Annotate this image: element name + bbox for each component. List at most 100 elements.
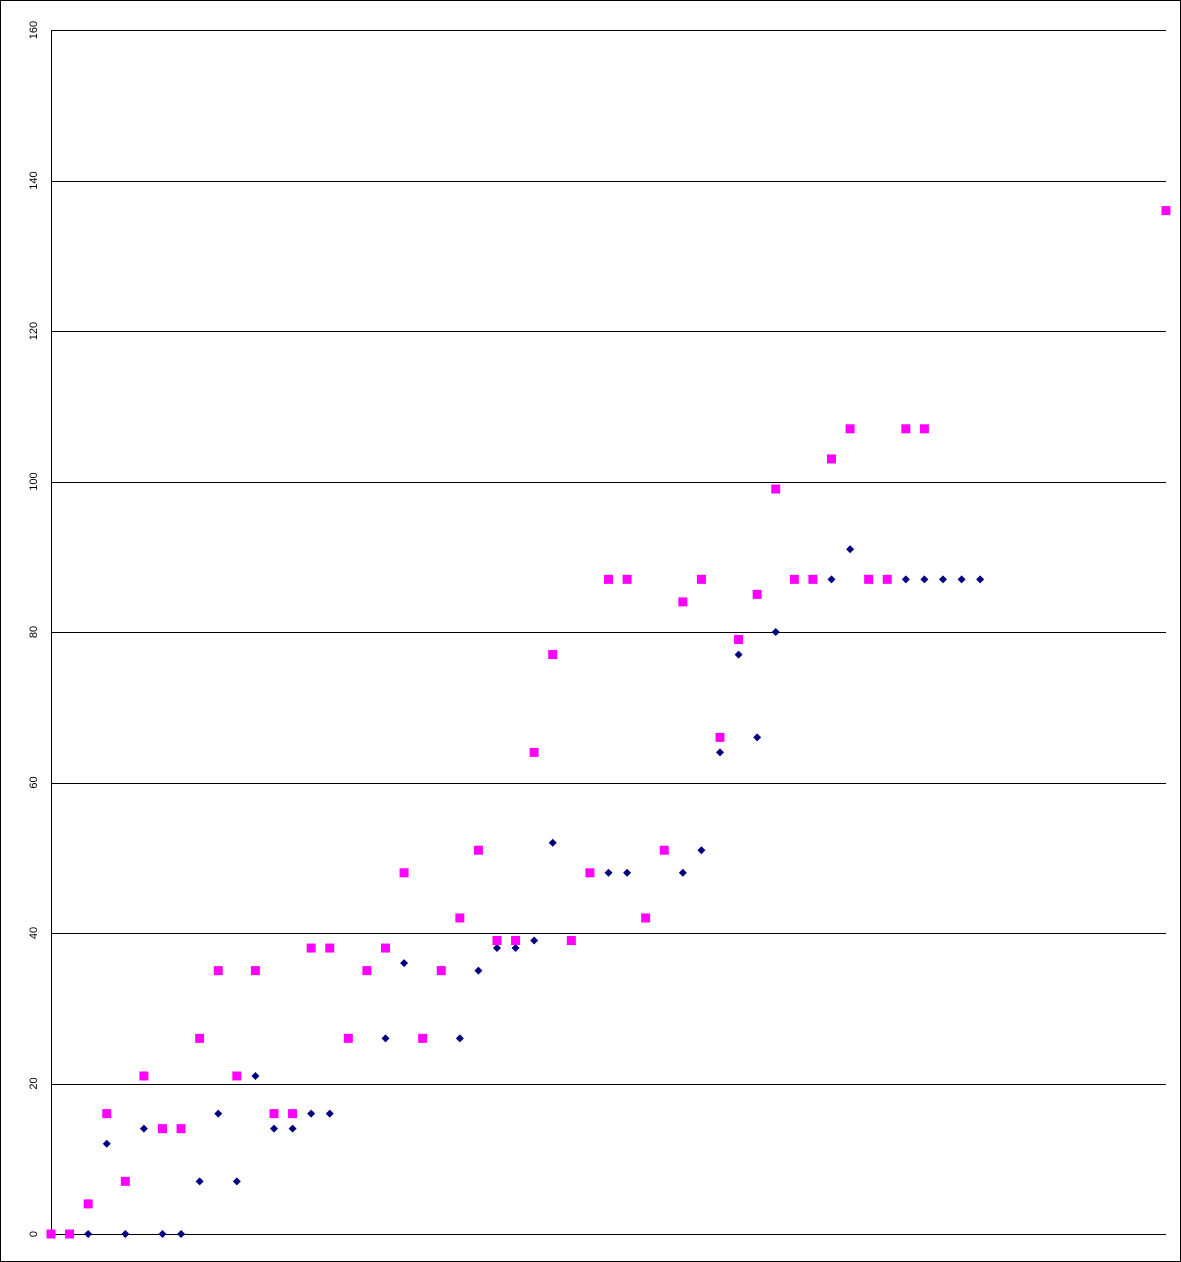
data-point-diamond (139, 1124, 148, 1133)
data-point-square (548, 650, 558, 660)
y-tick-labels: 0 20 40 60 80 100 120 140 160 (28, 21, 40, 1237)
data-point-diamond (548, 838, 557, 847)
data-point-diamond (753, 733, 762, 742)
data-point-square (845, 424, 855, 434)
data-point-square (65, 1229, 75, 1239)
data-point-square (473, 845, 483, 855)
data-point-diamond (604, 868, 613, 877)
data-point-square (232, 1071, 242, 1081)
series-square-magenta (46, 206, 1171, 1239)
data-point-square (771, 484, 781, 494)
data-point-diamond (493, 944, 501, 953)
data-point-square (566, 936, 576, 946)
data-point-square (343, 1033, 353, 1043)
data-point-square (436, 966, 446, 976)
data-point-square (659, 845, 669, 855)
data-point-square (120, 1176, 130, 1186)
data-point-square (901, 424, 911, 434)
data-point-square (325, 943, 335, 953)
data-point-square (585, 868, 595, 878)
data-point-diamond (939, 575, 947, 584)
data-point-diamond (678, 868, 687, 877)
data-point-diamond (716, 748, 724, 757)
data-point-square (250, 966, 260, 976)
data-point-diamond (455, 1034, 464, 1043)
data-point-square (622, 574, 632, 584)
gridlines (51, 30, 1166, 1235)
data-point-diamond (158, 1230, 167, 1238)
data-point-diamond (827, 575, 836, 584)
data-point-square (641, 913, 651, 923)
data-point-diamond (102, 1139, 111, 1148)
y-tick-label: 140 (28, 171, 40, 189)
data-point-diamond (381, 1034, 390, 1043)
data-point-square (195, 1033, 205, 1043)
data-point-square (306, 943, 316, 953)
y-tick-label: 120 (28, 322, 40, 340)
data-point-square (696, 574, 706, 584)
y-tick-label: 0 (28, 1231, 40, 1237)
data-point-diamond (307, 1109, 316, 1118)
data-point-square (418, 1033, 428, 1043)
data-point-diamond (251, 1071, 260, 1080)
data-point-diamond (530, 936, 539, 945)
data-point-diamond (474, 966, 483, 975)
data-point-square (808, 574, 818, 584)
data-point-diamond (697, 846, 706, 855)
data-point-square (158, 1124, 167, 1134)
data-point-square (288, 1109, 298, 1119)
data-point-diamond (920, 575, 929, 584)
data-point-square (492, 936, 502, 946)
data-point-square (46, 1229, 56, 1239)
data-point-diamond (976, 575, 985, 584)
data-point-square (919, 424, 929, 434)
data-point-diamond (623, 868, 632, 877)
data-point-square (139, 1071, 149, 1081)
data-point-diamond (195, 1177, 204, 1186)
data-point-square (269, 1109, 279, 1119)
y-tick-label: 80 (28, 626, 40, 638)
data-point-diamond (325, 1109, 334, 1118)
data-point-diamond (270, 1124, 278, 1133)
data-point-square (455, 913, 465, 923)
data-point-square (715, 732, 725, 742)
y-tick-label: 20 (28, 1077, 40, 1089)
data-point-diamond (84, 1230, 93, 1238)
data-point-diamond (177, 1230, 186, 1238)
data-point-diamond (846, 545, 855, 554)
data-point-square (381, 943, 390, 953)
y-tick-label: 160 (28, 21, 40, 39)
data-point-square (734, 635, 744, 645)
data-point-square (83, 1199, 93, 1209)
data-point-square (529, 747, 539, 757)
y-tick-label: 40 (28, 927, 40, 939)
data-point-diamond (771, 628, 780, 636)
data-point-diamond (400, 959, 409, 968)
data-point-diamond (511, 944, 520, 953)
data-point-square (827, 454, 836, 464)
data-point-square (752, 589, 762, 599)
data-point-square (864, 574, 874, 584)
y-tick-label: 60 (28, 776, 40, 788)
data-point-square (399, 868, 409, 878)
data-point-square (604, 574, 613, 584)
data-point-square (1161, 206, 1171, 216)
data-point-square (102, 1109, 112, 1119)
data-point-square (362, 966, 372, 976)
data-point-square (511, 936, 521, 946)
data-point-square (789, 574, 799, 584)
data-point-diamond (734, 650, 743, 659)
data-point-diamond (901, 575, 910, 584)
data-point-square (176, 1124, 186, 1134)
data-point-square (678, 597, 688, 607)
y-tick-label: 100 (28, 472, 40, 490)
data-point-diamond (121, 1230, 130, 1238)
data-point-diamond (214, 1109, 223, 1118)
data-point-diamond (288, 1124, 297, 1133)
data-point-square (882, 574, 892, 584)
data-point-diamond (232, 1177, 241, 1186)
data-point-square (213, 966, 223, 976)
data-point-diamond (957, 575, 966, 584)
